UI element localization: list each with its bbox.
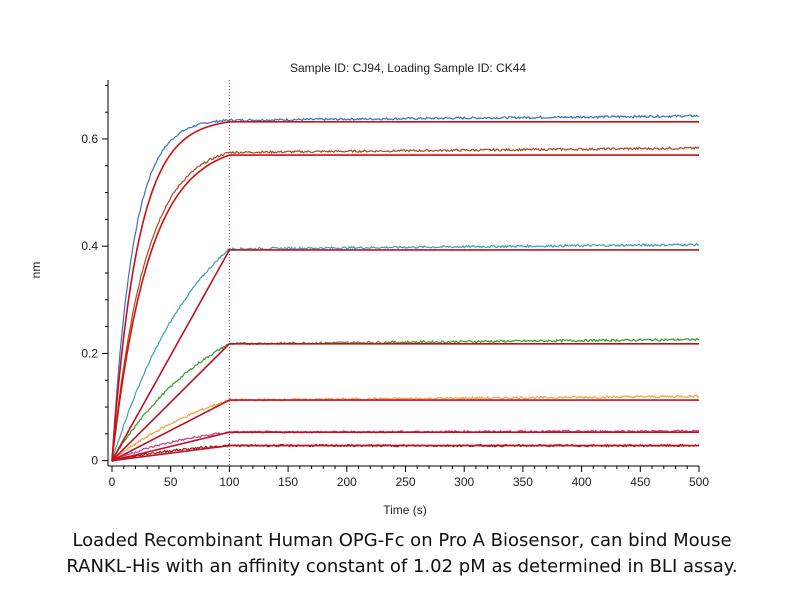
fit-line-2 xyxy=(111,154,699,461)
data-marks xyxy=(111,114,700,463)
x-tick-label: 400 xyxy=(572,475,592,489)
caption-line-2: RANKL-His with an affinity constant of 1… xyxy=(66,556,738,577)
x-tick-label: 350 xyxy=(513,475,533,489)
fit-line-7 xyxy=(111,444,699,462)
fit-line-1 xyxy=(111,121,699,461)
series-line-4 xyxy=(111,337,700,462)
fit-line-6 xyxy=(111,431,699,462)
x-tick-label: 50 xyxy=(164,475,178,489)
x-tick-label: 0 xyxy=(109,475,116,489)
y-tick-label: 0.2 xyxy=(81,346,98,360)
x-tick-label: 100 xyxy=(219,475,239,489)
x-tick-label: 500 xyxy=(689,475,709,489)
y-tick-label: 0 xyxy=(91,454,98,468)
chart-title: Sample ID: CJ94, Loading Sample ID: CK44 xyxy=(290,61,526,75)
y-tick-label: 0.6 xyxy=(81,132,98,146)
x-tick-label: 200 xyxy=(337,475,357,489)
fit-line-4 xyxy=(111,343,699,462)
axes: 0 50 100 150 200 250 300 350 400 450 500 0 0.2 0.4 0.6 xyxy=(81,80,709,489)
series-line-2 xyxy=(111,146,700,462)
y-axis-label: nm xyxy=(29,262,43,279)
bli-sensorgram-chart: Sample ID: CJ94, Loading Sample ID: CK44… xyxy=(29,61,709,517)
series-line-3 xyxy=(111,242,700,461)
series-line-5 xyxy=(111,394,700,462)
x-tick-label: 450 xyxy=(630,475,650,489)
y-tick-label: 0.4 xyxy=(81,239,98,253)
fit-line-3 xyxy=(111,249,699,461)
x-tick-label: 250 xyxy=(395,475,415,489)
x-axis-label: Time (s) xyxy=(383,503,427,517)
series-line-7 xyxy=(111,443,700,463)
x-tick-label: 150 xyxy=(278,475,298,489)
caption-line-1: Loaded Recombinant Human OPG-Fc on Pro A… xyxy=(72,530,732,551)
x-tick-label: 300 xyxy=(454,475,474,489)
fit-line-5 xyxy=(111,399,699,462)
series-line-1 xyxy=(111,114,700,461)
